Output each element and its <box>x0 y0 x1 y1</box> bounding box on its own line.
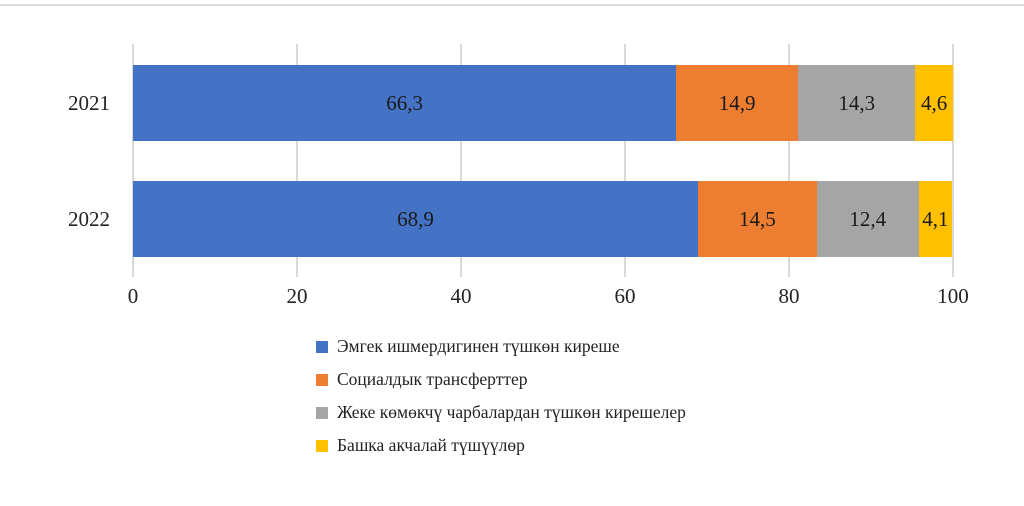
bar-value-label: 14,5 <box>739 206 776 231</box>
bar-segment: 68,9 <box>133 181 698 257</box>
bar-row-2022: 68,9 14,5 12,4 4,1 <box>133 181 953 257</box>
bar-segment: 4,6 <box>915 65 953 141</box>
legend-label: Социалдык трансферттер <box>337 369 528 389</box>
x-tick-label-60: 60 <box>614 284 636 308</box>
legend-swatch-icon <box>316 439 328 452</box>
bar-value-label: 14,3 <box>838 90 876 115</box>
bar-row-2021: 66,3 14,9 14,3 4,6 <box>133 65 953 141</box>
bar-value-label: 4,1 <box>922 206 949 231</box>
gridline-40 <box>460 44 462 277</box>
bar-value-label: 14,9 <box>718 90 756 115</box>
legend-label: Башка акчалай түшүүлөр <box>337 435 525 455</box>
legend-item: Жеке көмөкчү чарбалардан түшкөн кирешеле… <box>316 396 686 429</box>
category-label-2021: 2021 <box>68 90 110 115</box>
bar-segment: 14,5 <box>697 181 817 257</box>
legend-item: Эмгек ишмердигинен түшкөн киреше <box>316 330 686 363</box>
gridline-60 <box>624 44 626 277</box>
bar-segment: 4,1 <box>918 181 953 257</box>
bar-value-label: 12,4 <box>849 206 887 231</box>
legend-item: Социалдык трансферттер <box>316 363 686 396</box>
bar-value-label: 68,9 <box>397 206 434 231</box>
x-tick-label-20: 20 <box>286 284 308 308</box>
legend-swatch-icon <box>316 340 328 353</box>
legend-swatch-icon <box>316 406 328 419</box>
bar-segment: 12,4 <box>816 181 919 257</box>
bar-value-label: 4,6 <box>921 90 948 115</box>
bar-segment: 14,9 <box>676 65 799 141</box>
top-divider-line <box>0 4 1024 6</box>
bar-segment: 14,3 <box>798 65 916 141</box>
x-tick-label-100: 100 <box>937 284 969 308</box>
legend: Эмгек ишмердигинен түшкөн киреше Социалды… <box>316 330 686 462</box>
plot-area: 66,3 14,9 14,3 4,6 68,9 14,5 12,4 4,1 <box>132 44 954 277</box>
legend-label: Эмгек ишмердигинен түшкөн киреше <box>337 336 620 356</box>
gridline-80 <box>788 44 790 277</box>
gridline-20 <box>296 44 298 277</box>
legend-label: Жеке көмөкчү чарбалардан түшкөн кирешеле… <box>337 402 686 422</box>
bar-segment: 66,3 <box>133 65 677 141</box>
legend-item: Башка акчалай түшүүлөр <box>316 429 686 462</box>
gridline-0 <box>132 44 134 277</box>
gridline-100 <box>952 44 954 277</box>
legend-swatch-icon <box>316 373 328 386</box>
category-label-2022: 2022 <box>68 206 110 231</box>
x-tick-label-0: 0 <box>127 284 139 308</box>
bar-value-label: 66,3 <box>386 90 423 115</box>
x-tick-label-80: 80 <box>778 284 800 308</box>
x-tick-label-40: 40 <box>450 284 472 308</box>
